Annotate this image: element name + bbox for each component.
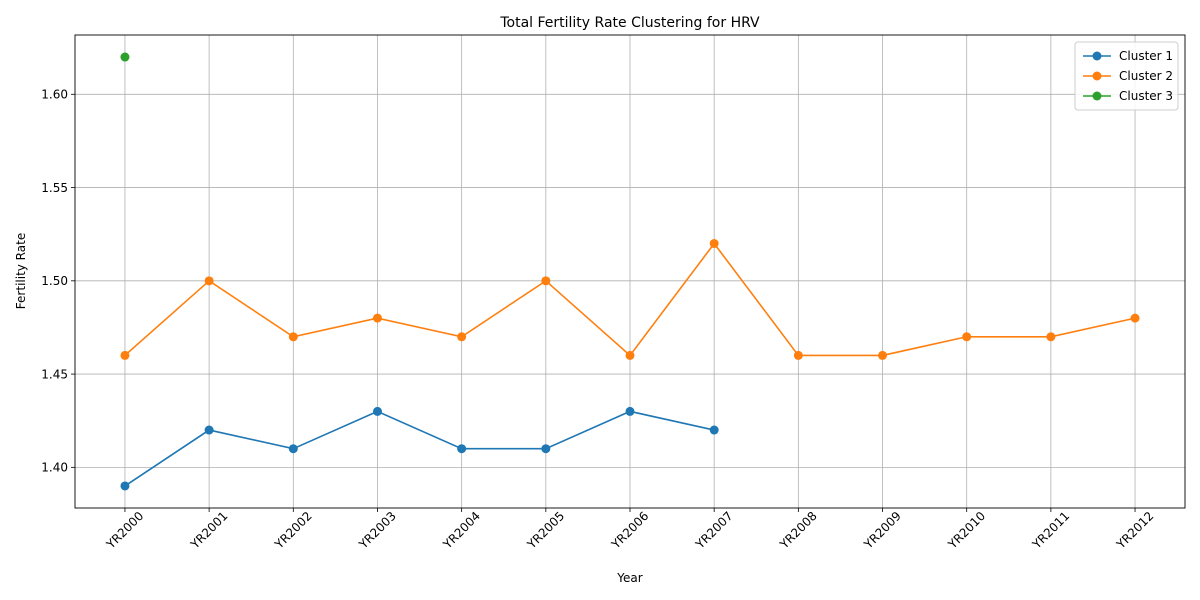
y-tick-label: 1.50 <box>41 274 68 288</box>
data-point <box>288 332 298 342</box>
x-tick-label: YR2009 <box>861 509 904 552</box>
y-axis-label: Fertility Rate <box>14 233 28 309</box>
data-point <box>120 481 130 491</box>
data-point <box>625 406 635 416</box>
x-tick-label: YR2010 <box>945 509 988 552</box>
legend-box <box>1074 41 1179 111</box>
legend-label: Cluster 2 <box>1119 69 1173 83</box>
data-point <box>372 406 382 416</box>
data-point <box>288 444 298 454</box>
data-point <box>204 425 214 435</box>
data-point <box>962 332 972 342</box>
x-tick-label: YR2004 <box>440 509 483 552</box>
legend-label: Cluster 3 <box>1119 89 1173 103</box>
x-tick-label: YR2012 <box>1113 509 1156 552</box>
series-3 <box>120 52 130 62</box>
y-tick-label: 1.45 <box>41 367 68 381</box>
x-tick-label: YR2000 <box>103 509 146 552</box>
data-point <box>120 52 130 62</box>
data-point <box>204 276 214 286</box>
series-lines <box>120 52 1140 491</box>
legend: Cluster 1 Cluster 2 Cluster 3 <box>1074 41 1179 111</box>
data-point <box>793 350 803 360</box>
x-tick-label: YR2006 <box>608 509 651 552</box>
data-point <box>372 313 382 323</box>
x-axis-ticks: YR2000 YR2001 YR2002 YR2003 YR2004 YR2005 YR20… <box>103 508 1156 552</box>
x-tick-label: YR2002 <box>271 509 314 552</box>
legend-marker <box>1092 91 1102 101</box>
series-2 <box>120 239 1140 360</box>
x-tick-label: YR2011 <box>1029 509 1072 552</box>
y-tick-label: 1.60 <box>41 88 68 102</box>
data-point <box>625 350 635 360</box>
legend-marker <box>1092 71 1102 81</box>
data-point <box>457 444 467 454</box>
y-axis-ticks: 1.40 1.45 1.50 1.55 1.60 <box>41 88 75 475</box>
series-1 <box>120 406 719 491</box>
x-tick-label: YR2003 <box>356 509 399 552</box>
legend-label: Cluster 1 <box>1119 49 1173 63</box>
data-point <box>1130 313 1140 323</box>
x-tick-label: YR2001 <box>187 509 230 552</box>
chart-title: Total Fertility Rate Clustering for HRV <box>499 15 760 31</box>
x-axis-label: Year <box>616 571 642 585</box>
data-point <box>1046 332 1056 342</box>
data-point <box>120 350 130 360</box>
series-line <box>124 410 715 487</box>
y-tick-label: 1.40 <box>41 461 68 475</box>
plot-frame <box>74 34 1186 509</box>
grid-lines <box>75 35 1185 508</box>
data-point <box>457 332 467 342</box>
data-point <box>709 239 719 249</box>
data-point <box>709 425 719 435</box>
data-point <box>541 276 551 286</box>
y-tick-label: 1.55 <box>41 181 68 195</box>
legend-marker <box>1092 51 1102 61</box>
data-point <box>541 444 551 454</box>
x-tick-label: YR2008 <box>776 509 819 552</box>
x-tick-label: YR2005 <box>524 509 567 552</box>
data-point <box>878 350 888 360</box>
x-tick-label: YR2007 <box>692 509 735 552</box>
